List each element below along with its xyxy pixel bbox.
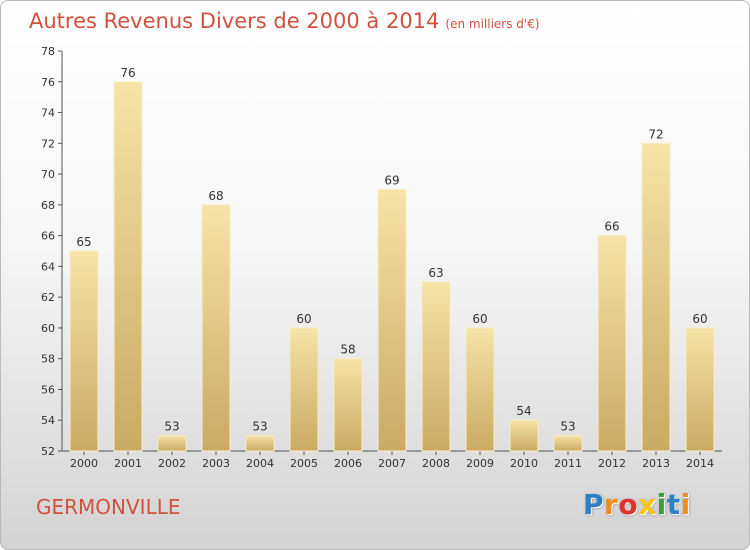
commune-name: GERMONVILLE — [36, 495, 181, 519]
data-labels: 65 76 53 68 53 60 58 69 63 60 54 53 66 72 60 — [76, 66, 707, 434]
chart-title-unit: (en milliers d'€) — [445, 17, 540, 31]
logo-letter: r — [604, 488, 619, 521]
logo-letter: o — [618, 488, 639, 521]
logo-letter: i — [656, 488, 667, 521]
y-tick-label: 52 — [41, 445, 55, 458]
value-label-2014: 60 — [692, 312, 707, 326]
value-label-2004: 53 — [252, 420, 267, 434]
x-tick-label-2000: 2000 — [70, 457, 98, 470]
x-tick-label-2007: 2007 — [378, 457, 406, 470]
bar-2010 — [509, 419, 539, 452]
value-label-2003: 68 — [208, 189, 223, 203]
x-tick-label-2012: 2012 — [598, 457, 626, 470]
logo-letter: i — [680, 488, 691, 521]
y-tick-label: 70 — [41, 168, 55, 181]
bar-2011 — [553, 435, 583, 452]
y-tick-label: 68 — [41, 199, 55, 212]
bar-2000 — [69, 250, 99, 452]
x-tick-label-2005: 2005 — [290, 457, 318, 470]
value-label-2001: 76 — [120, 66, 135, 80]
x-tick-label-2001: 2001 — [114, 457, 142, 470]
bar-2003 — [201, 204, 231, 452]
x-tick-label-2008: 2008 — [422, 457, 450, 470]
bar-2006 — [333, 358, 363, 452]
y-tick-label: 58 — [41, 353, 55, 366]
x-tick-label-2013: 2013 — [642, 457, 670, 470]
bar-2002 — [157, 435, 187, 452]
x-tick-label-2004: 2004 — [246, 457, 274, 470]
y-tick-label: 76 — [41, 76, 55, 89]
y-tick-label: 66 — [41, 230, 55, 243]
value-label-2008: 63 — [428, 266, 443, 280]
bar-2009 — [465, 327, 495, 452]
value-label-2002: 53 — [164, 420, 179, 434]
y-tick-label: 64 — [41, 260, 55, 273]
proxiti-logo: Proxiti — [583, 488, 691, 521]
logo-letter: t — [666, 488, 681, 521]
x-tick-label-2003: 2003 — [202, 457, 230, 470]
bars — [69, 81, 715, 452]
bar-2001 — [113, 81, 143, 452]
bar-2005 — [289, 327, 319, 452]
chart-title-text: Autres Revenus Divers de 2000 à 2014 — [29, 9, 440, 33]
y-tick-label: 74 — [41, 107, 55, 120]
bar-2012 — [597, 235, 627, 452]
bar-2008 — [421, 281, 451, 452]
logo-letter: x — [638, 488, 657, 521]
x-tick-label-2011: 2011 — [554, 457, 582, 470]
chart-title: Autres Revenus Divers de 2000 à 2014 (en … — [29, 9, 540, 33]
value-label-2009: 60 — [472, 312, 487, 326]
x-tick-label-2009: 2009 — [466, 457, 494, 470]
value-label-2012: 66 — [604, 220, 619, 234]
y-tick-label: 78 — [41, 45, 55, 58]
logo-letter: P — [583, 488, 605, 521]
y-tick-label: 56 — [41, 383, 55, 396]
bar-2013 — [641, 142, 671, 452]
bar-2014 — [685, 327, 715, 452]
value-label-2013: 72 — [648, 127, 663, 141]
axes: 52 54 56 58 60 62 64 66 68 70 72 74 76 78 2000 2001 2002… — [41, 45, 722, 470]
x-tick-label-2002: 2002 — [158, 457, 186, 470]
x-tick-label-2014: 2014 — [686, 457, 714, 470]
bar-2007 — [377, 188, 407, 452]
y-tick-label: 62 — [41, 291, 55, 304]
x-tick-label-2006: 2006 — [334, 457, 362, 470]
value-label-2007: 69 — [384, 173, 399, 187]
bar-2004 — [245, 435, 275, 452]
x-tick-label-2010: 2010 — [510, 457, 538, 470]
y-tick-label: 72 — [41, 137, 55, 150]
y-tick-label: 54 — [41, 414, 55, 427]
value-label-2005: 60 — [296, 312, 311, 326]
value-label-2006: 58 — [340, 343, 355, 357]
value-label-2010: 54 — [516, 404, 531, 418]
value-label-2000: 65 — [76, 235, 91, 249]
value-label-2011: 53 — [560, 420, 575, 434]
y-tick-label: 60 — [41, 322, 55, 335]
